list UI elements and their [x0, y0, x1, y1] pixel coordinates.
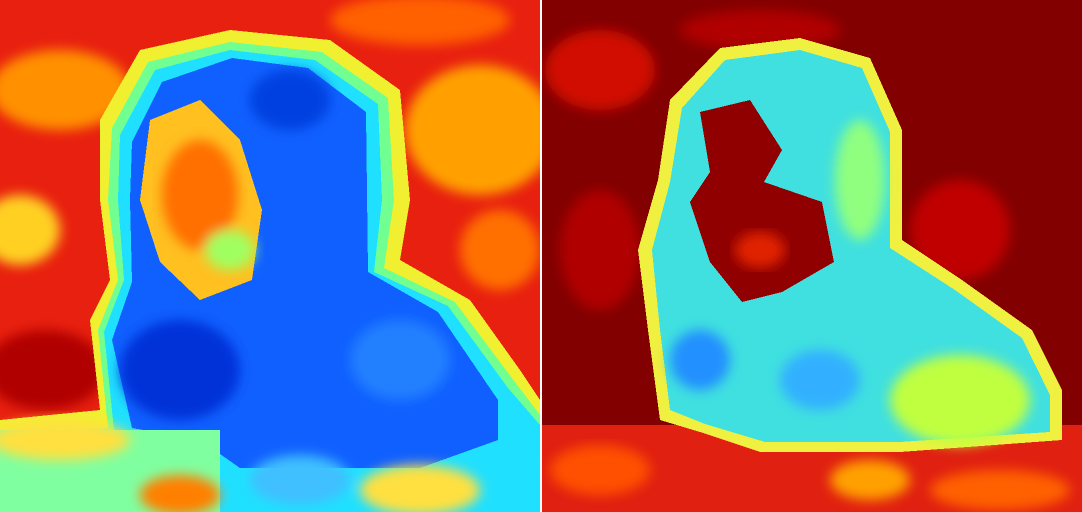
separator — [540, 0, 542, 512]
lower-patches — [0, 420, 480, 512]
face-shading — [162, 140, 255, 270]
left-heatmap — [0, 0, 540, 512]
face-shading — [735, 232, 785, 268]
figure-shading — [670, 120, 1030, 445]
face — [690, 100, 834, 302]
background-patches — [0, 0, 540, 410]
figure-shading — [120, 70, 450, 420]
background-patches — [545, 10, 1010, 310]
right-heatmap — [542, 0, 1082, 512]
lower-patches — [550, 445, 1070, 510]
